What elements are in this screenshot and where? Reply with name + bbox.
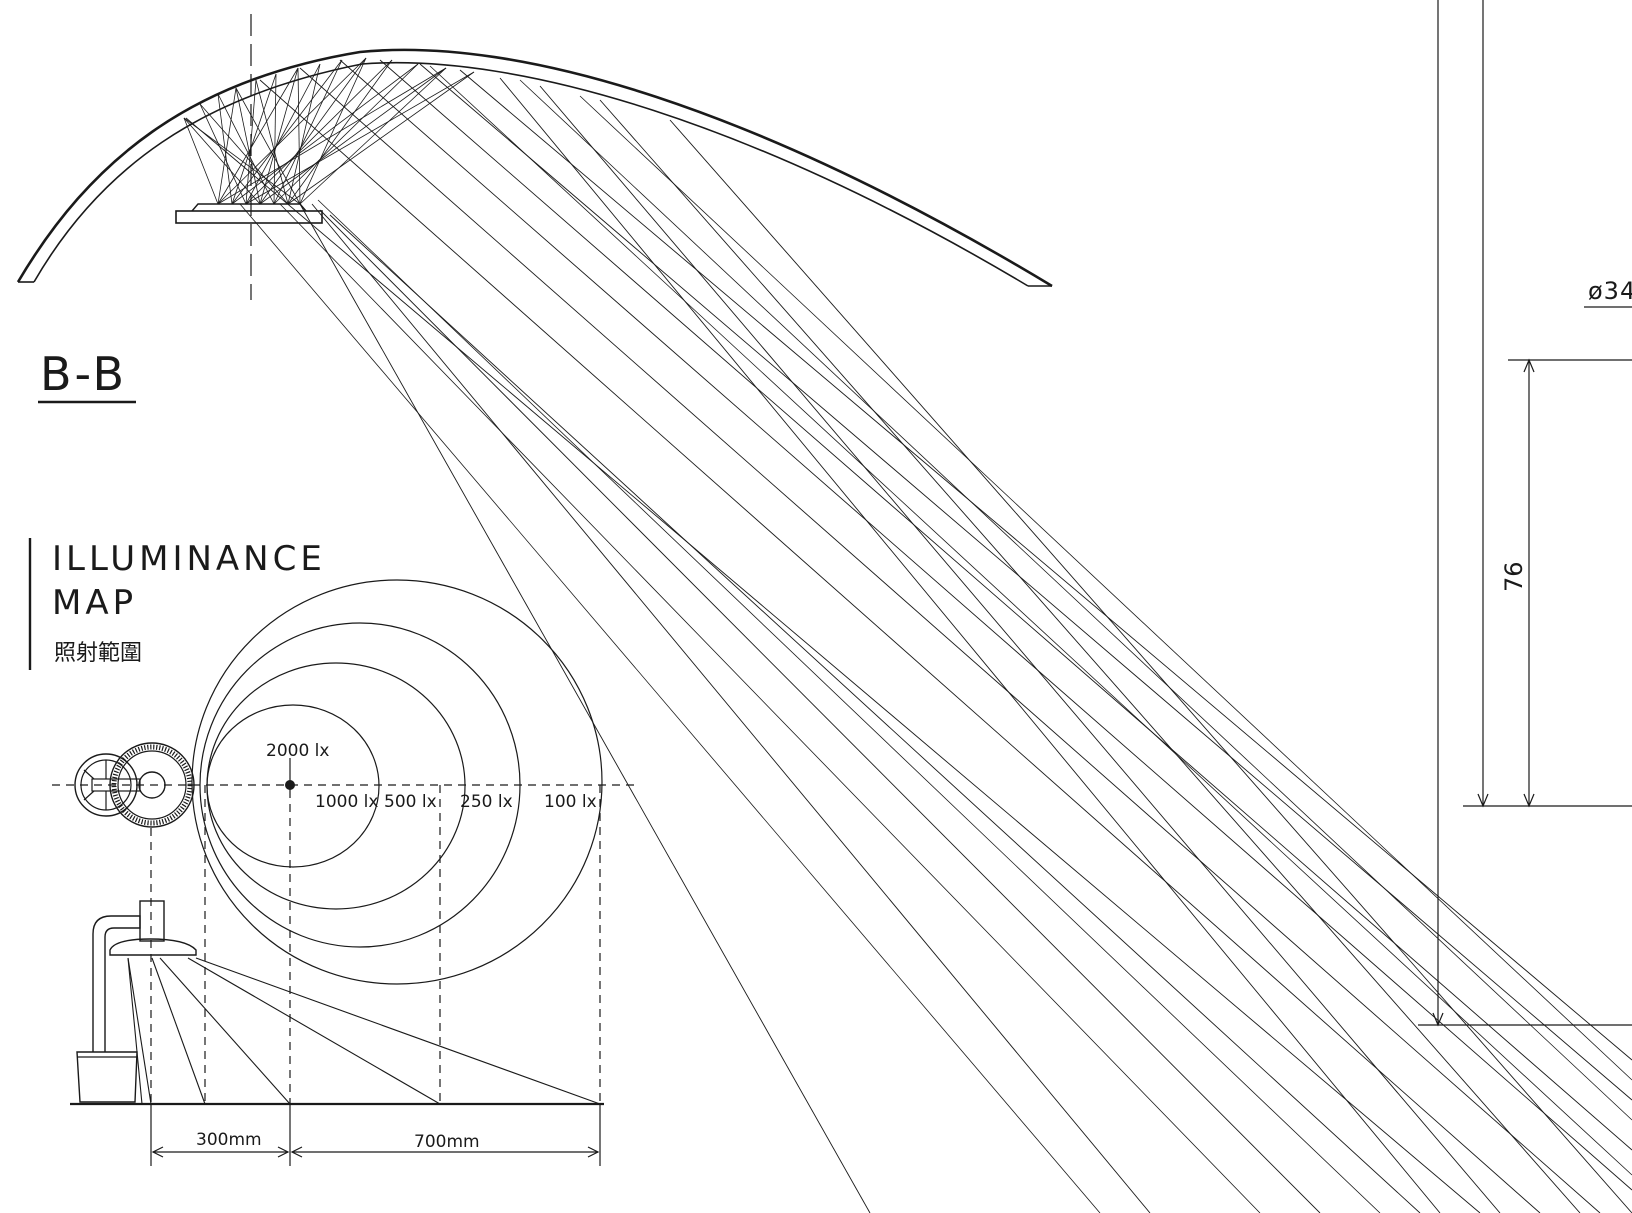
light-ray bbox=[299, 67, 1601, 1213]
light-ray bbox=[311, 203, 1151, 1213]
lamp-plan-spoke-3 bbox=[83, 790, 95, 801]
light-ray bbox=[669, 119, 1632, 1213]
dimension-300mm: 300mm bbox=[196, 1130, 262, 1150]
left-arrow-bottom bbox=[1432, 1012, 1444, 1027]
lamp-base-plate bbox=[175, 210, 323, 224]
beam-lines bbox=[127, 957, 601, 1105]
light-ray bbox=[259, 57, 367, 205]
dimension-76-arrow-top bbox=[1523, 358, 1535, 373]
section-b-b-drawing: B-B bbox=[16, 14, 1632, 1213]
light-ray bbox=[287, 71, 475, 205]
lamp-plan-shade-inner bbox=[117, 750, 187, 820]
lamp-plan-spoke-2 bbox=[83, 769, 95, 780]
lamp-side-arm bbox=[92, 915, 141, 1052]
light-ray bbox=[299, 67, 447, 205]
light-ray bbox=[273, 63, 419, 205]
light-ray bbox=[231, 73, 277, 205]
light-ray bbox=[317, 199, 1381, 1213]
contour-1000lx bbox=[206, 704, 380, 868]
lamp-side-base bbox=[76, 1051, 138, 1103]
light-ray bbox=[379, 59, 1632, 1151]
section-label: B-B bbox=[40, 347, 127, 401]
light-ray bbox=[259, 79, 1541, 1213]
dimension-76-label: 76 bbox=[1500, 561, 1528, 592]
light-ray bbox=[273, 73, 277, 205]
light-ray bbox=[259, 67, 299, 205]
light-ray bbox=[217, 93, 275, 205]
light-ray bbox=[217, 87, 237, 205]
right-dimension-block: 76 ø34 bbox=[1418, 0, 1632, 1027]
reflector-shell-inner bbox=[33, 61, 1029, 287]
light-ray bbox=[185, 117, 1481, 1213]
bottom-dimensions bbox=[150, 1104, 601, 1166]
light-ray bbox=[231, 59, 343, 205]
light-ray bbox=[329, 214, 1421, 1213]
lamp-plan-view bbox=[74, 742, 195, 828]
label-100lx: 100 lx bbox=[544, 792, 597, 812]
light-ray bbox=[319, 209, 1321, 1213]
lamp-plan-shade-outer bbox=[109, 742, 195, 828]
lamp-plan-arm bbox=[91, 778, 141, 792]
light-ray bbox=[287, 59, 393, 205]
light-ray bbox=[217, 67, 447, 205]
light-ray bbox=[429, 65, 1632, 1176]
label-1000lx: 1000 lx bbox=[315, 792, 378, 812]
right-arrow-bottom bbox=[1477, 793, 1489, 808]
light-ray bbox=[255, 79, 289, 205]
light-ray bbox=[235, 87, 261, 205]
reflector-shell-outer bbox=[16, 48, 1053, 288]
light-ray bbox=[287, 63, 321, 205]
light-ray bbox=[199, 103, 289, 205]
light-ray-group bbox=[183, 57, 1632, 1213]
light-ray bbox=[297, 67, 301, 205]
label-500lx: 500 lx bbox=[384, 792, 437, 812]
light-ray bbox=[339, 59, 1632, 1191]
light-ray bbox=[273, 59, 343, 205]
light-ray bbox=[579, 95, 1632, 1081]
lamp-plan-base-outer bbox=[74, 753, 138, 817]
contour-100lx bbox=[191, 579, 603, 985]
lamp-side-head bbox=[139, 900, 165, 942]
light-ray bbox=[199, 103, 247, 205]
light-ray bbox=[239, 203, 1101, 1213]
projection-lines bbox=[150, 785, 601, 1104]
light-ray bbox=[235, 87, 301, 205]
lamp-plan-bulb bbox=[138, 771, 166, 799]
label-2000lx: 2000 lx bbox=[266, 741, 329, 761]
light-ray bbox=[459, 69, 1632, 1061]
light-ray bbox=[217, 57, 367, 205]
dimension-76-arrow-bottom bbox=[1523, 793, 1535, 808]
contour-500lx bbox=[206, 662, 466, 910]
light-ray bbox=[299, 203, 871, 1213]
light-ray bbox=[217, 67, 299, 205]
dimension-700mm: 700mm bbox=[414, 1132, 480, 1152]
title-subtitle: 照射範圍 bbox=[54, 641, 142, 666]
illuminance-map-block: ILLUMINANCE MAP 照射範圍 2000 lx 1000 lx 500… bbox=[28, 538, 640, 1166]
light-ray bbox=[217, 93, 233, 205]
light-ray bbox=[245, 63, 321, 205]
lamp-side-shade bbox=[109, 938, 197, 956]
lamp-plan-shade-hatch bbox=[111, 744, 193, 826]
lamp-base-top bbox=[191, 203, 307, 212]
light-ray bbox=[231, 63, 419, 205]
light-ray bbox=[245, 79, 257, 205]
title-line-2: MAP bbox=[52, 583, 137, 623]
light-ray bbox=[259, 67, 447, 205]
light-ray bbox=[279, 203, 1261, 1213]
light-ray bbox=[539, 85, 1501, 1213]
diameter-label: ø34 bbox=[1588, 277, 1632, 305]
light-ray bbox=[183, 117, 219, 205]
light-ray bbox=[519, 79, 1632, 1121]
label-250lx: 250 lx bbox=[460, 792, 513, 812]
light-ray bbox=[419, 63, 1632, 1101]
title-line-1: ILLUMINANCE bbox=[52, 539, 326, 579]
light-ray bbox=[183, 117, 261, 205]
light-ray bbox=[599, 99, 1581, 1213]
light-ray bbox=[299, 57, 367, 205]
light-ray bbox=[499, 77, 1441, 1213]
lamp-side-view bbox=[76, 900, 197, 1103]
